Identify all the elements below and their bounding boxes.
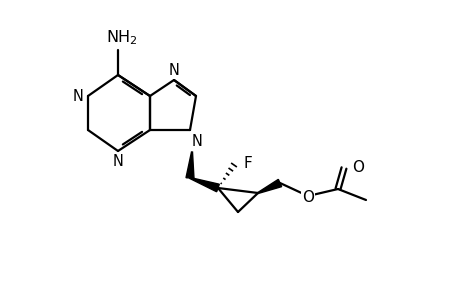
Polygon shape	[185, 152, 194, 178]
Text: O: O	[302, 190, 313, 205]
Text: NH$_2$: NH$_2$	[106, 28, 137, 47]
Text: N: N	[191, 134, 202, 149]
Text: N: N	[73, 88, 84, 104]
Polygon shape	[190, 178, 219, 192]
Text: F: F	[243, 155, 252, 170]
Text: N: N	[112, 154, 123, 169]
Text: N: N	[168, 63, 179, 78]
Polygon shape	[257, 179, 281, 194]
Text: O: O	[351, 160, 363, 175]
